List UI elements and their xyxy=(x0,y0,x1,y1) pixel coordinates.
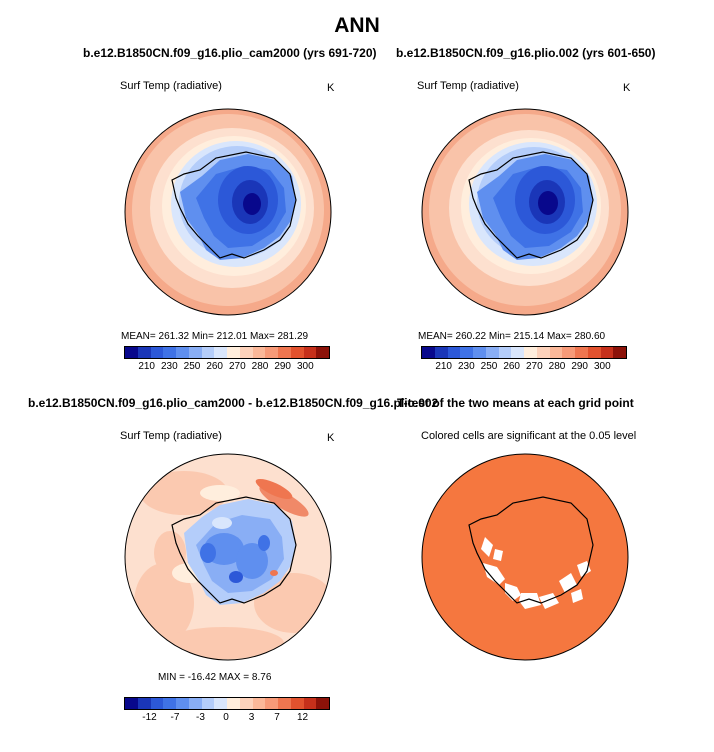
panel2-stats: MEAN= 260.22 Min= 215.14 Max= 280.60 xyxy=(418,331,606,342)
colorbar-swatch xyxy=(587,347,601,358)
colorbar-swatch xyxy=(265,347,278,358)
colorbar-swatch xyxy=(613,347,626,358)
colorbar-tick-label: 270 xyxy=(228,361,246,372)
panel3-colorbar-labels: -12 -7 -3 0 3 7 12 xyxy=(124,712,328,726)
colorbar-tick-label: 0 xyxy=(223,712,229,723)
colorbar-swatch xyxy=(239,347,253,358)
colorbar-swatch xyxy=(163,698,176,709)
colorbar-swatch xyxy=(524,347,537,358)
colorbar-swatch xyxy=(227,347,240,358)
figure-title: ANN xyxy=(334,14,380,37)
panel1-units: K xyxy=(327,82,335,94)
colorbar-swatch xyxy=(252,698,266,709)
panel1-colorbar-labels: 210 230 250 260 270 280 290 300 xyxy=(124,361,328,375)
colorbar-tick-label: 3 xyxy=(248,712,255,723)
colorbar-swatch xyxy=(201,698,215,709)
colorbar-swatch xyxy=(316,698,329,709)
colorbar-swatch xyxy=(473,347,486,358)
panel3-variable: Surf Temp (radiative) xyxy=(120,430,222,442)
colorbar-tick-label: 260 xyxy=(206,361,223,372)
colorbar-swatch xyxy=(188,347,202,358)
panel1-map xyxy=(124,108,332,316)
colorbar-swatch xyxy=(303,347,317,358)
colorbar-swatch xyxy=(201,347,215,358)
colorbar-swatch xyxy=(562,347,575,358)
colorbar-swatch xyxy=(176,698,189,709)
panel4-map xyxy=(421,453,629,661)
panel2-variable: Surf Temp (radiative) xyxy=(417,80,519,92)
colorbar-tick-label: 280 xyxy=(251,361,269,372)
panel3-colorbar xyxy=(124,697,330,710)
colorbar-tick-label: 290 xyxy=(274,361,291,372)
colorbar-tick-label: 250 xyxy=(183,361,201,372)
panel1-variable: Surf Temp (radiative) xyxy=(120,80,222,92)
colorbar-swatch xyxy=(188,698,202,709)
panel1-colorbar xyxy=(124,346,330,359)
panel4-subtitle: Colored cells are significant at the 0.0… xyxy=(421,430,637,442)
colorbar-swatch xyxy=(176,347,189,358)
colorbar-swatch xyxy=(485,347,499,358)
colorbar-tick-label: 12 xyxy=(296,712,309,723)
colorbar-tick-label: 210 xyxy=(435,361,452,372)
panel2-title: b.e12.B1850CN.f09_g16.plio.002 (yrs 601-… xyxy=(396,46,656,60)
colorbar-swatch xyxy=(137,347,151,358)
colorbar-swatch xyxy=(137,698,151,709)
panel3-units: K xyxy=(327,432,335,444)
colorbar-tick-label: -12 xyxy=(142,712,157,723)
panel1-stats: MEAN= 261.32 Min= 212.01 Max= 281.29 xyxy=(121,331,309,342)
colorbar-swatch xyxy=(422,347,435,358)
colorbar-tick-label: 260 xyxy=(503,361,520,372)
colorbar-swatch xyxy=(214,698,227,709)
colorbar-swatch xyxy=(227,698,240,709)
colorbar-swatch xyxy=(265,698,278,709)
colorbar-tick-label: 270 xyxy=(525,361,543,372)
colorbar-swatch xyxy=(163,347,176,358)
colorbar-tick-label: 250 xyxy=(480,361,498,372)
panel1-title: b.e12.B1850CN.f09_g16.plio_cam2000 (yrs … xyxy=(83,46,377,60)
colorbar-swatch xyxy=(278,347,291,358)
colorbar-swatch xyxy=(511,347,524,358)
panel2-map xyxy=(421,108,629,316)
colorbar-tick-label: 280 xyxy=(548,361,566,372)
colorbar-tick-label: 290 xyxy=(571,361,588,372)
colorbar-swatch xyxy=(434,347,448,358)
panel4-title: T-test of the two means at each grid poi… xyxy=(397,396,634,410)
colorbar-swatch xyxy=(447,347,461,358)
colorbar-swatch xyxy=(498,347,512,358)
panel2-colorbar-labels: 210 230 250 260 270 280 290 300 xyxy=(421,361,625,375)
colorbar-swatch xyxy=(125,347,138,358)
colorbar-swatch xyxy=(214,347,227,358)
colorbar-tick-label: 230 xyxy=(160,361,178,372)
colorbar-swatch xyxy=(460,347,473,358)
colorbar-tick-label: 300 xyxy=(296,361,314,372)
colorbar-tick-label: 300 xyxy=(593,361,611,372)
colorbar-swatch xyxy=(549,347,563,358)
colorbar-swatch xyxy=(252,347,266,358)
colorbar-swatch xyxy=(600,347,614,358)
colorbar-tick-label: 210 xyxy=(138,361,155,372)
panel3-stats: MIN = -16.42 MAX = 8.76 xyxy=(158,672,272,683)
colorbar-swatch xyxy=(290,347,304,358)
colorbar-swatch xyxy=(536,347,550,358)
colorbar-tick-label: -3 xyxy=(196,712,205,723)
colorbar-swatch xyxy=(150,347,164,358)
panel2-colorbar xyxy=(421,346,627,359)
colorbar-tick-label: -7 xyxy=(170,712,180,723)
colorbar-tick-label: 230 xyxy=(457,361,475,372)
colorbar-swatch xyxy=(125,698,138,709)
panel3-title: b.e12.B1850CN.f09_g16.plio_cam2000 - b.e… xyxy=(28,396,439,410)
colorbar-swatch xyxy=(316,347,329,358)
panel2-units: K xyxy=(623,82,631,94)
colorbar-swatch xyxy=(290,698,304,709)
colorbar-tick-label: 7 xyxy=(274,712,280,723)
colorbar-swatch xyxy=(278,698,291,709)
colorbar-swatch xyxy=(150,698,164,709)
colorbar-swatch xyxy=(239,698,253,709)
colorbar-swatch xyxy=(303,698,317,709)
panel3-map xyxy=(124,453,332,661)
colorbar-swatch xyxy=(575,347,588,358)
